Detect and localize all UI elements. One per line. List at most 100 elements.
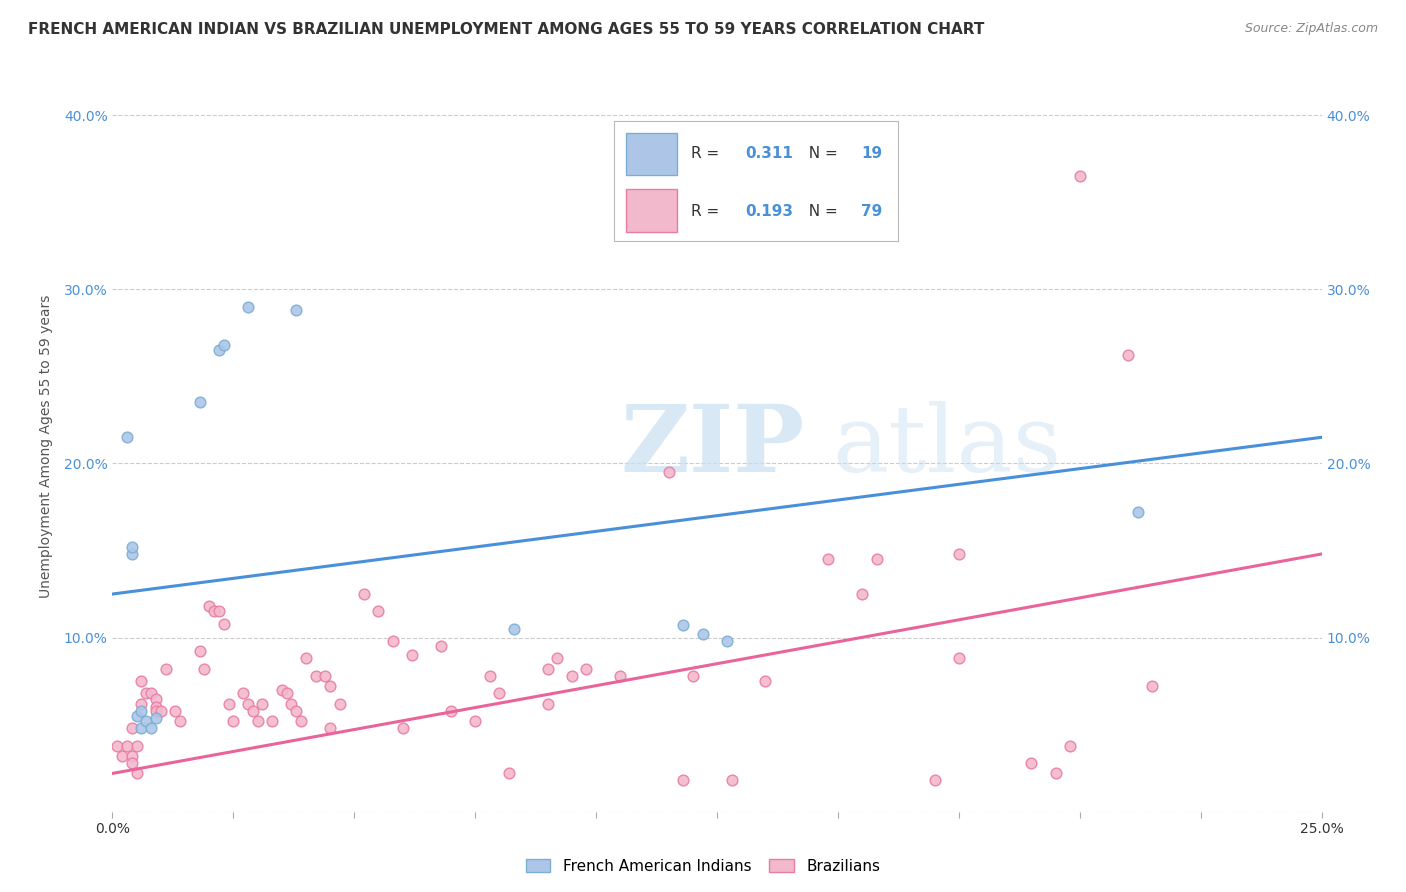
Point (817, 552, 839, 566)
Point (367, 604, 389, 618)
Point (121, 721, 143, 735)
Point (222, 714, 245, 728)
Point (503, 622, 526, 636)
Point (319, 721, 342, 735)
Point (290, 714, 312, 728)
Point (609, 221, 631, 235)
Point (131, 704, 153, 718)
Point (188, 395, 211, 409)
Point (236, 697, 259, 711)
Point (208, 343, 231, 358)
Point (242, 704, 264, 718)
Point (212, 338, 235, 352)
Point (270, 682, 292, 697)
Point (314, 669, 336, 683)
Point (1126, 505, 1149, 519)
Point (1069, 169, 1091, 183)
Point (658, 465, 681, 479)
Point (236, 300, 259, 314)
Point (115, 739, 138, 753)
Point (716, 634, 738, 648)
Point (212, 616, 235, 631)
Point (232, 686, 254, 700)
Point (188, 644, 211, 658)
Point (165, 704, 187, 718)
Point (866, 552, 889, 566)
Point (111, 749, 134, 764)
Point (285, 303, 308, 318)
Point (1021, 756, 1043, 770)
Point (948, 547, 970, 561)
Text: atlas: atlas (832, 401, 1062, 491)
Point (202, 604, 225, 618)
Point (304, 669, 326, 683)
Point (575, 662, 598, 676)
Point (145, 711, 167, 725)
Point (488, 686, 510, 700)
Point (682, 669, 704, 683)
Point (131, 721, 153, 735)
Point (193, 662, 215, 676)
Text: FRENCH AMERICAN INDIAN VS BRAZILIAN UNEMPLOYMENT AMONG AGES 55 TO 59 YEARS CORRE: FRENCH AMERICAN INDIAN VS BRAZILIAN UNEM… (28, 22, 984, 37)
Point (105, 739, 128, 753)
Text: Source: ZipAtlas.com: Source: ZipAtlas.com (1244, 22, 1378, 36)
Point (353, 587, 375, 601)
Text: ZIP: ZIP (620, 401, 804, 491)
Legend: French American Indians, Brazilians: French American Indians, Brazilians (520, 853, 886, 880)
Point (672, 618, 695, 632)
Point (498, 766, 520, 780)
Point (121, 756, 143, 770)
Point (430, 640, 453, 654)
Point (295, 651, 318, 665)
Point (329, 697, 352, 711)
Point (561, 669, 583, 683)
Point (155, 662, 177, 676)
Point (401, 648, 423, 662)
Point (924, 773, 946, 788)
Point (246, 714, 269, 728)
Point (609, 669, 631, 683)
Point (276, 686, 298, 700)
Point (115, 430, 138, 444)
Point (537, 697, 560, 711)
Point (125, 709, 148, 723)
Point (145, 704, 167, 718)
Point (141, 721, 163, 735)
Point (382, 634, 405, 648)
Point (135, 686, 157, 700)
Point (131, 674, 153, 689)
Point (546, 651, 568, 665)
Point (1142, 679, 1164, 693)
Point (285, 704, 308, 718)
Point (141, 686, 163, 700)
Point (537, 662, 560, 676)
Point (1045, 766, 1067, 780)
Point (280, 697, 302, 711)
Point (720, 773, 742, 788)
Point (149, 704, 172, 718)
Y-axis label: Unemployment Among Ages 55 to 59 years: Unemployment Among Ages 55 to 59 years (38, 294, 52, 598)
Point (262, 714, 284, 728)
Point (125, 766, 148, 780)
Point (125, 739, 148, 753)
Point (131, 697, 153, 711)
Point (948, 651, 970, 665)
Point (1059, 739, 1081, 753)
Point (121, 540, 143, 554)
Point (440, 704, 463, 718)
Point (198, 599, 221, 614)
Point (1116, 348, 1139, 362)
Point (252, 697, 274, 711)
Point (851, 587, 873, 601)
Point (464, 714, 486, 728)
Point (754, 674, 776, 689)
Point (169, 714, 191, 728)
Point (672, 773, 695, 788)
Point (145, 700, 167, 714)
Point (391, 721, 413, 735)
Point (145, 691, 167, 706)
Point (121, 749, 143, 764)
Point (135, 714, 157, 728)
Point (218, 697, 240, 711)
Point (121, 547, 143, 561)
